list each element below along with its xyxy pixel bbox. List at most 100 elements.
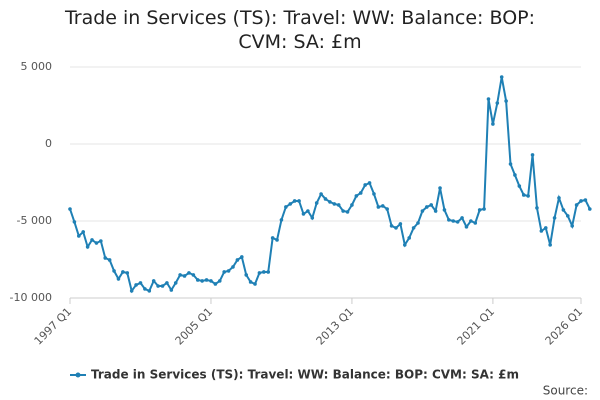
point — [367, 181, 372, 185]
point — [173, 281, 178, 285]
point — [279, 218, 284, 222]
point — [499, 75, 504, 79]
point — [504, 99, 508, 103]
point — [323, 197, 328, 201]
point — [385, 207, 389, 211]
point — [588, 207, 592, 211]
point — [200, 279, 204, 283]
point — [143, 287, 147, 291]
point — [187, 271, 191, 275]
point — [535, 206, 539, 210]
point — [570, 224, 574, 228]
point — [548, 243, 552, 247]
chart-title: Trade in Services (TS): Travel: WW: Bala… — [64, 7, 536, 53]
point — [121, 270, 125, 274]
point — [394, 226, 398, 230]
x-tick-label: 2013 Q1 — [314, 305, 357, 348]
point — [147, 289, 152, 293]
point — [160, 284, 165, 288]
point — [411, 226, 416, 230]
point — [482, 207, 486, 211]
point — [526, 194, 530, 198]
point — [486, 97, 491, 101]
point — [521, 193, 526, 197]
point — [90, 238, 94, 242]
point — [491, 122, 495, 126]
point — [495, 101, 500, 105]
point — [209, 279, 213, 283]
legend-label: Trade in Services (TS): Travel: WW: Bala… — [91, 368, 519, 382]
point — [469, 219, 473, 223]
point — [257, 271, 262, 275]
point — [517, 184, 522, 188]
point — [85, 245, 90, 249]
point — [543, 226, 548, 230]
point — [248, 280, 253, 284]
point — [565, 214, 570, 218]
point — [345, 210, 350, 214]
point — [429, 203, 434, 207]
point — [455, 220, 460, 224]
point — [460, 216, 464, 220]
point — [288, 202, 293, 206]
y-tick-label: -5 000 — [17, 214, 52, 227]
point — [398, 222, 403, 226]
point — [477, 208, 482, 212]
point — [574, 203, 579, 207]
y-tick-label: 5 000 — [21, 60, 53, 73]
point — [306, 209, 310, 213]
point — [72, 220, 77, 224]
point — [332, 202, 337, 206]
y-tick-label: 0 — [45, 137, 52, 150]
point — [583, 198, 588, 202]
point — [372, 192, 376, 196]
point — [328, 200, 332, 204]
point — [336, 203, 341, 207]
point — [407, 236, 411, 240]
point — [151, 279, 156, 283]
point — [107, 258, 112, 262]
point — [178, 273, 182, 277]
legend-marker — [75, 372, 81, 378]
point — [138, 281, 143, 285]
point — [231, 265, 235, 269]
point — [376, 205, 381, 209]
point — [262, 270, 266, 274]
point — [240, 255, 244, 259]
point — [402, 243, 407, 247]
point — [552, 216, 557, 220]
point — [244, 273, 249, 277]
point — [129, 289, 134, 293]
point — [266, 270, 271, 274]
point — [99, 239, 103, 243]
point — [116, 277, 121, 281]
point — [380, 204, 385, 208]
point — [310, 216, 315, 220]
x-tick-label: 2026 Q1 — [543, 305, 586, 348]
point — [103, 256, 108, 260]
point — [314, 201, 319, 205]
point — [297, 199, 301, 203]
point — [213, 282, 218, 286]
x-tick-label: 2021 Q1 — [455, 305, 498, 348]
point — [112, 269, 116, 273]
point — [226, 269, 231, 273]
point — [319, 192, 323, 196]
point — [94, 241, 99, 245]
point — [217, 279, 222, 283]
point — [350, 203, 354, 207]
point — [557, 196, 561, 200]
point — [530, 153, 535, 157]
point — [301, 212, 306, 216]
point — [77, 234, 81, 238]
point — [270, 236, 275, 240]
point — [579, 199, 583, 203]
point — [354, 194, 359, 198]
point — [182, 274, 187, 278]
point — [165, 281, 169, 285]
point — [169, 288, 174, 292]
point — [464, 225, 469, 229]
point — [442, 208, 447, 212]
